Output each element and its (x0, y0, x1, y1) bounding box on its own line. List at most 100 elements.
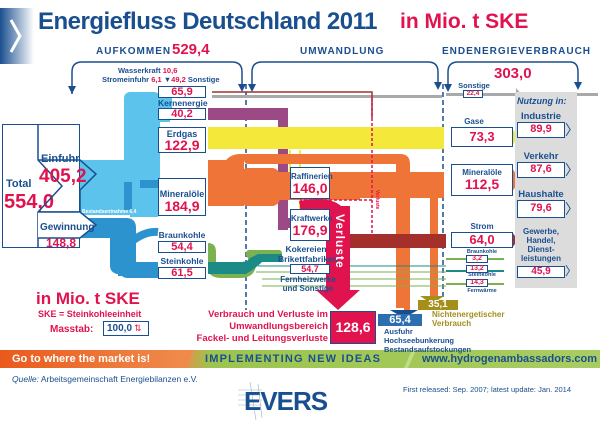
source-text: Quelle: Arbeitsgemeinschaft Energiebilan… (12, 374, 198, 384)
flow-erdgas (208, 127, 444, 149)
ausfuhr-label-line1: Ausfuhr (384, 327, 413, 336)
verkehr-label: Verkehr (523, 151, 559, 162)
loss-line2: Umwandlungsbereich (229, 321, 328, 332)
sonstige-final-label: Sonstige (458, 81, 490, 90)
umwandlung-bracket (251, 61, 439, 88)
verkehr-value: 87,6 (530, 163, 552, 175)
einfuhr-label: Einfuhr (41, 153, 80, 165)
scale-arrows-icon: ⇅ (134, 323, 142, 333)
kokereien-label-line2: Brikettfabriken (278, 254, 338, 264)
stromeinfuhr-label: Stromeinfuhr (102, 75, 150, 84)
stromeinfuhr-row: Stromeinfuhr 6,1 ▼49,2 Sonstige (102, 75, 220, 84)
kokereien-value: 54,7 (301, 264, 319, 274)
braunkohle-box: 54,4 (158, 241, 206, 253)
aufkommen-label: AUFKOMMEN (96, 46, 172, 57)
banner-url-link[interactable]: www.hydrogenambassadors.com (422, 353, 598, 365)
einfuhr-value: 405,2 (39, 166, 87, 187)
usage-title: Nutzung in: (517, 96, 567, 106)
down-triangle-icon: ▼ (163, 75, 172, 84)
ausfuhr-label-line2: Hochseebunkerung (384, 336, 455, 345)
sonstige-primary-label: Sonstige (187, 75, 220, 84)
strom-box: 64,0 (451, 232, 513, 248)
bottom-banner (0, 350, 600, 368)
strom-label: Strom (470, 222, 494, 231)
masstab-box: 100,0 ⇅ (103, 321, 149, 336)
kernenergie-value: 40,2 (171, 108, 193, 120)
steinkohle-final-box: 13,2 (466, 265, 488, 273)
fernwaerme-label: Fernwärme (467, 288, 497, 294)
kokereien-label-line1: Kokereien (285, 244, 327, 254)
braunkohle-final-label: Braunkohle (466, 249, 498, 255)
ghd-label-line2: Handel, (526, 236, 556, 245)
fernheiz-label-line2: und Sonstige (282, 284, 334, 293)
ausfuhr-label-line3: Bestandsaufstockungen (384, 345, 472, 354)
steinkohle-final-value: 13,2 (470, 265, 484, 272)
endenergie-bracket (447, 61, 579, 88)
gase-box: 73,3 (451, 127, 513, 147)
fernwaerme-box: 14,3 (466, 279, 488, 287)
nichtenergetisch-label: Nichtenergetischer Verbrauch (432, 310, 504, 328)
legend-unit-def: SKE = Steinkohleeinheit (38, 309, 142, 319)
sonstige-final-value: 22,4 (466, 90, 480, 97)
gase-value: 73,3 (469, 129, 495, 144)
chevron-right-icon: 〉 (565, 162, 579, 178)
raffinerien-label: Raffinerien (291, 172, 333, 181)
kernenergie-label: Kernenergie (158, 98, 208, 108)
source-prefix: Quelle: (12, 374, 39, 384)
evers-logo: EVERS (244, 386, 328, 416)
kernenergie-box: 40,2 (158, 108, 206, 120)
braunkohle-final-box: 3,2 (466, 255, 488, 263)
raffinerien-value: 146,0 (292, 180, 328, 196)
braunkohle-value: 54,4 (171, 241, 193, 253)
umwandlung-label: UMWANDLUNG (300, 46, 385, 57)
misc-primary-value: 65,9 (171, 86, 193, 98)
ghd-box: 45,9 (517, 266, 565, 278)
chevron-right-icon (9, 19, 22, 53)
fernwaerme-value: 14,3 (470, 279, 484, 286)
mineraloele-final-value: 112,5 (464, 176, 500, 192)
chevron-right-icon: 〉 (565, 201, 579, 217)
ghd-value: 45,9 (531, 266, 551, 277)
fernheiz-label-line1: Fernheizwerke (280, 275, 336, 284)
wasserkraft-row: Wasserkraft 10,6 (118, 66, 177, 75)
haushalte-label: Haushalte (518, 189, 564, 200)
misc-primary-box: 65,9 (158, 86, 206, 98)
sonstige-final-box: 22,4 (463, 90, 483, 98)
masstab-label: Masstab: (50, 324, 94, 335)
flow-steinkohle (208, 262, 246, 274)
kraftwerke-box: Kraftwerke 176,9 (290, 209, 332, 241)
mineraloele-final-label: Mineralöle (462, 168, 502, 177)
fernheiz-label: Fernheizwerke und Sonstige (280, 275, 336, 293)
flow-strom (340, 234, 446, 248)
banner-left-text[interactable]: Go to where the market is! (12, 353, 151, 365)
braunkohle-final-value: 3,2 (472, 255, 482, 262)
steinkohle-final-label: Steinkohle (468, 272, 496, 278)
raffinerien-box: Raffinerien 146,0 (290, 167, 333, 199)
ghd-label-line3: Dienst- (527, 245, 555, 254)
erdgas-box: Erdgas 122,9 (158, 127, 206, 153)
total-value: 554,0 (4, 191, 55, 213)
wasserkraft-label: Wasserkraft (118, 66, 161, 75)
release-info: First released: Sep. 2007; latest update… (403, 385, 572, 394)
nichtenergetisch-label-line2: Verbrauch (432, 319, 472, 328)
legend-unit-big: in Mio. t SKE (36, 289, 140, 308)
header-accent-block (0, 8, 34, 64)
loss-value: 128,6 (330, 311, 376, 344)
evers-logo-mark (238, 381, 263, 421)
aufkommen-bracket (71, 61, 243, 94)
haushalte-box: 79,6 (517, 200, 565, 218)
ghd-label-line4: leistungen (520, 254, 561, 263)
industrie-label: Industrie (520, 111, 562, 122)
endenergie-label: ENDENERGIEVERBRAUCH (442, 46, 592, 57)
aufkommen-value: 529,4 (172, 41, 210, 58)
ausfuhr-value: 65,4 (378, 314, 422, 326)
mineraloele-box: Mineralöle 184,9 (158, 178, 206, 216)
kokereien-label: Kokereien Brikettfabriken (278, 244, 338, 264)
steinkohle-value: 61,5 (171, 267, 193, 279)
flow-sonstige-top (212, 95, 442, 98)
verkehr-box: 87,6 (517, 162, 565, 178)
industrie-value: 89,9 (530, 123, 552, 135)
gase-label: Gase (464, 117, 484, 126)
chevron-right-icon: 〉 (565, 122, 579, 138)
chevron-right-icon: 〉 (565, 264, 578, 278)
